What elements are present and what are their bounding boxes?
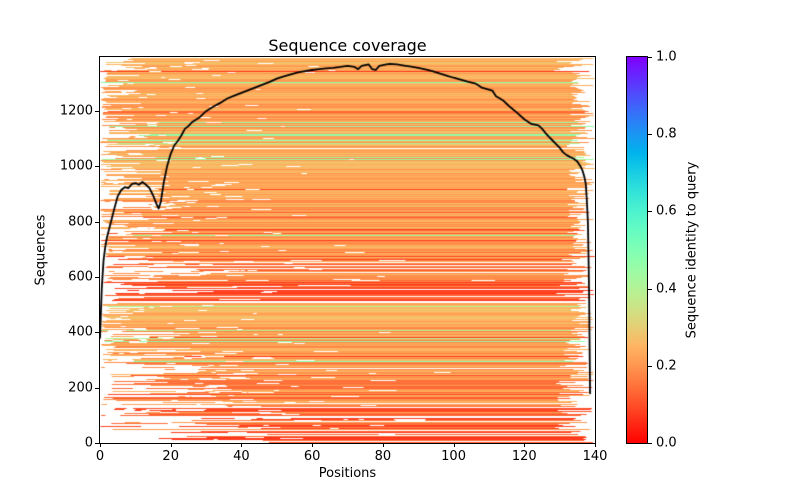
y-tick-label: 1200 xyxy=(59,103,93,119)
y-tick-mark xyxy=(95,111,99,113)
y-tick-label: 1000 xyxy=(59,158,93,174)
msa-heatmap-canvas xyxy=(100,57,595,443)
colorbar-tick-label: 0.0 xyxy=(656,435,677,451)
colorbar-tick-mark xyxy=(648,57,652,58)
y-tick-label: 0 xyxy=(84,435,93,451)
y-tick-mark xyxy=(95,277,99,279)
y-tick-label: 800 xyxy=(68,214,93,230)
x-tick-label: 140 xyxy=(582,449,608,464)
colorbar-label: Sequence identity to query xyxy=(684,161,700,339)
x-tick-label: 40 xyxy=(233,449,250,464)
x-tick-mark xyxy=(241,443,243,447)
x-tick-label: 20 xyxy=(162,449,179,464)
colorbar-tick-mark xyxy=(648,443,652,444)
colorbar-tick-mark xyxy=(648,288,652,290)
x-tick-label: 0 xyxy=(95,449,105,464)
plot-area xyxy=(99,56,596,444)
y-tick-label: 400 xyxy=(68,324,93,340)
y-tick-mark xyxy=(95,221,99,223)
x-tick-label: 60 xyxy=(303,449,321,464)
colorbar-tick-mark xyxy=(648,211,652,213)
y-tick-mark xyxy=(95,166,99,168)
y-tick-mark xyxy=(95,332,99,334)
x-tick-label: 80 xyxy=(374,449,392,464)
colorbar-tick-mark xyxy=(648,365,652,367)
x-tick-mark xyxy=(595,443,596,447)
x-tick-mark xyxy=(312,443,314,447)
x-tick-mark xyxy=(453,443,455,447)
x-tick-mark xyxy=(382,443,384,447)
x-axis-label: Positions xyxy=(318,466,377,481)
plot-title: Sequence coverage xyxy=(268,36,427,55)
colorbar-tick-label: 1.0 xyxy=(656,49,677,65)
y-axis-label: Sequences xyxy=(33,214,49,286)
x-tick-label: 120 xyxy=(511,449,537,464)
y-tick-label: 200 xyxy=(68,380,93,396)
colorbar-tick-label: 0.4 xyxy=(656,281,677,297)
colorbar-tick-mark xyxy=(648,134,652,136)
x-tick-mark xyxy=(170,443,172,447)
colorbar-gradient xyxy=(627,57,647,443)
y-tick-label: 600 xyxy=(68,269,93,285)
x-tick-mark xyxy=(524,443,526,447)
y-tick-mark xyxy=(95,443,99,444)
colorbar-tick-label: 0.6 xyxy=(656,203,677,219)
y-tick-mark xyxy=(95,387,99,389)
colorbar-tick-label: 0.8 xyxy=(656,126,677,142)
colorbar xyxy=(626,56,648,444)
colorbar-tick-label: 0.2 xyxy=(656,358,677,374)
x-tick-mark xyxy=(100,443,101,447)
x-tick-label: 100 xyxy=(441,449,466,464)
